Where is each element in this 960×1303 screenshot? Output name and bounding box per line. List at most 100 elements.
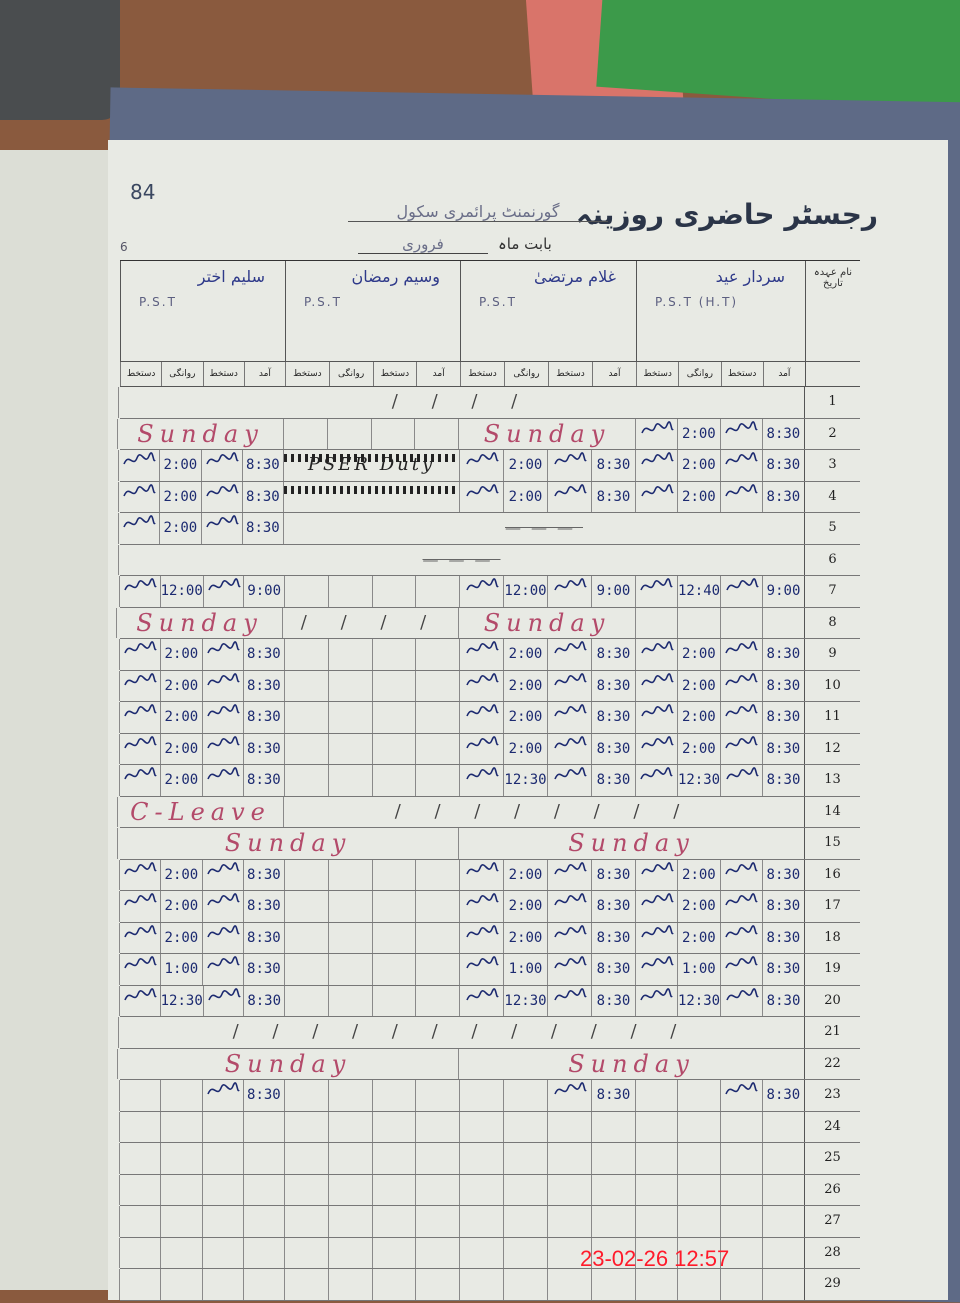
- staff-entry: 9:00 12:00: [459, 576, 635, 607]
- empty-cell: [284, 891, 328, 922]
- empty-cell: [284, 576, 328, 607]
- table-row: 7 9:00 12:40 9:00 12:00 9:00 12:00: [119, 576, 860, 608]
- signature: [200, 481, 242, 512]
- signature: [200, 513, 242, 544]
- empty-cell: [201, 1206, 243, 1237]
- empty-cell: [761, 1237, 804, 1268]
- signature: [200, 450, 242, 481]
- empty-cell: [371, 1269, 416, 1300]
- date-cell: 19: [804, 954, 860, 985]
- empty-cell: [459, 1237, 503, 1268]
- signature: [459, 954, 503, 985]
- empty-cell: [635, 1080, 677, 1111]
- staff-entry: [119, 1143, 284, 1174]
- staff-name: سردار عید: [715, 267, 785, 286]
- sub-header: روانگی: [504, 362, 548, 386]
- empty-cell: [415, 1237, 459, 1268]
- signature-scribble-icon: [206, 861, 240, 874]
- signature-scribble-icon: [124, 924, 157, 937]
- empty-cell: [160, 1080, 201, 1111]
- signature-scribble-icon: [640, 704, 674, 717]
- signature: [720, 985, 762, 1016]
- signature: [118, 513, 159, 544]
- arrival-time: 8:30: [761, 418, 804, 449]
- sub-header: دستخط: [372, 362, 417, 386]
- staff-entry: [459, 1143, 635, 1174]
- signature: [635, 450, 677, 481]
- departure-time: 2:00: [677, 702, 719, 733]
- departure-time: 2:00: [160, 639, 201, 670]
- staff-entry: 8:30 2:00: [459, 891, 635, 922]
- empty-cell: [327, 1111, 372, 1142]
- signature-scribble-icon: [553, 893, 587, 906]
- signature-scribble-icon: [124, 704, 157, 717]
- signature-scribble-icon: [123, 515, 156, 528]
- table-row: 1/ / / /: [118, 387, 860, 419]
- signature: [459, 733, 503, 764]
- staff-entry: [635, 1111, 804, 1142]
- left-note: 6: [120, 240, 128, 254]
- arrival-time: 8:30: [591, 450, 635, 481]
- empty-cell: [371, 985, 416, 1016]
- empty-cell: [547, 1206, 591, 1237]
- slash-marks: / / / / / / / /: [283, 796, 804, 827]
- departure-time: 2:00: [503, 481, 547, 512]
- staff-entry: 8:30 2:00: [459, 859, 635, 890]
- empty-cell: [242, 1111, 284, 1142]
- departure-time: 2:00: [159, 450, 200, 481]
- staff-entry: [459, 1237, 635, 1268]
- staff-entry: 8:30 12:30: [459, 765, 635, 796]
- arrival-time: 8:30: [591, 954, 635, 985]
- struck-entry: ———: [118, 544, 804, 575]
- signature: [459, 702, 503, 733]
- signature: [547, 765, 591, 796]
- signature-scribble-icon: [640, 452, 674, 465]
- sub-header-group: آمد دستخط روانگی دستخط: [285, 362, 460, 386]
- empty-cell: [677, 1269, 719, 1300]
- table-row: 12 8:30 2:00 8:30 2:00 8:30 2:00: [119, 733, 860, 765]
- departure-time: 12:00: [503, 576, 547, 607]
- arrival-time: 9:00: [762, 576, 804, 607]
- date-cell: 16: [804, 859, 860, 890]
- empty-cell: [284, 1206, 328, 1237]
- signature-scribble-icon: [725, 483, 758, 496]
- empty-cell: [370, 418, 415, 449]
- empty-cell: [327, 954, 372, 985]
- empty-cell: [415, 954, 459, 985]
- departure-time: 1:00: [677, 954, 719, 985]
- table-row: 6 ———: [118, 544, 860, 576]
- table-row: 16 8:30 2:00 8:30 2:00 8:30 2:00: [119, 859, 860, 891]
- signature-scribble-icon: [640, 578, 674, 591]
- signature: [547, 1080, 591, 1111]
- signature-scribble-icon: [725, 672, 758, 685]
- table-row: 22 Sunday Sunday: [117, 1048, 860, 1080]
- staff-entry: [284, 1143, 459, 1174]
- table-row: 5 ——— 8:30 2:00: [118, 513, 860, 545]
- departure-time: 2:00: [677, 891, 719, 922]
- empty-cell: [371, 1237, 416, 1268]
- empty-cell: [327, 1269, 372, 1300]
- signature: [635, 702, 677, 733]
- signature-scribble-icon: [640, 641, 674, 654]
- signature: [719, 418, 762, 449]
- table-row: 14/ / / / / / / / C-Leave: [117, 796, 860, 828]
- signature: [634, 985, 677, 1016]
- signature-scribble-icon: [206, 641, 240, 654]
- staff-entry: [119, 1174, 284, 1205]
- empty-cell: [371, 1080, 416, 1111]
- staff-role: P.S.T: [304, 295, 342, 309]
- empty-cell: [371, 1111, 416, 1142]
- departure-time: 2:00: [677, 418, 719, 449]
- annotation-text: C-Leave: [117, 796, 283, 827]
- staff-entry: 8:30 2:00: [459, 733, 635, 764]
- signature-scribble-icon: [465, 924, 499, 937]
- arrival-time: 8:30: [591, 922, 635, 953]
- empty-cell: [284, 702, 328, 733]
- date-cell: 7: [804, 576, 860, 607]
- staff-name: غلام مرتضیٰ: [534, 267, 616, 286]
- empty-cell: [242, 1237, 284, 1268]
- empty-cell: [119, 1174, 160, 1205]
- arrival-time: 8:30: [762, 765, 804, 796]
- signature: [635, 670, 677, 701]
- signature: [635, 733, 677, 764]
